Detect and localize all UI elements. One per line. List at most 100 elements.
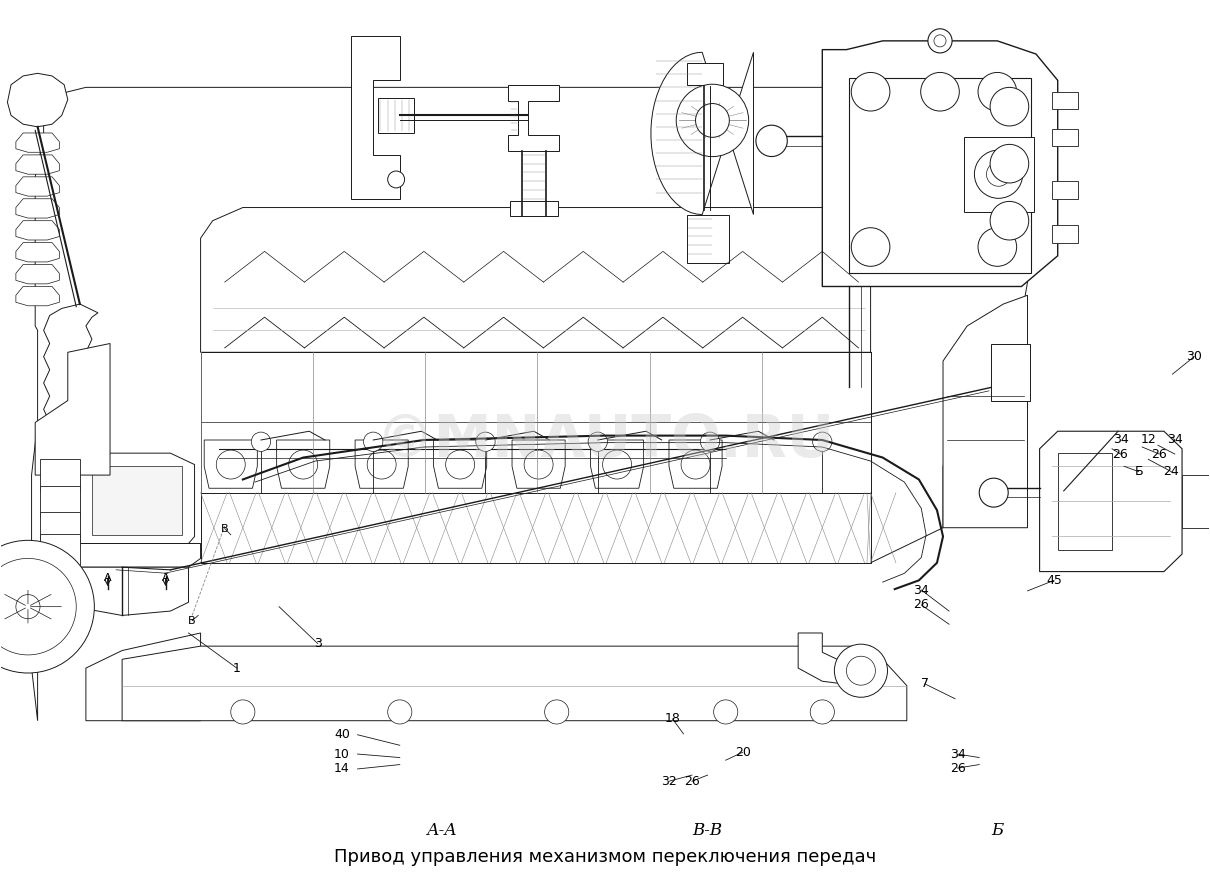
Circle shape [990, 144, 1028, 183]
Text: 1: 1 [232, 662, 241, 675]
Text: 26: 26 [684, 774, 699, 788]
Circle shape [363, 432, 382, 451]
Polygon shape [16, 221, 59, 240]
Text: 12: 12 [1140, 433, 1156, 445]
Circle shape [974, 150, 1022, 198]
Circle shape [813, 432, 832, 451]
Text: 20: 20 [734, 745, 750, 759]
Circle shape [0, 559, 76, 655]
Circle shape [387, 171, 404, 188]
Text: A: A [162, 573, 169, 583]
Polygon shape [16, 177, 59, 196]
Circle shape [986, 162, 1010, 187]
Text: 34: 34 [1113, 433, 1129, 445]
Polygon shape [963, 137, 1033, 212]
Circle shape [990, 87, 1028, 126]
Circle shape [603, 450, 632, 479]
FancyBboxPatch shape [509, 201, 558, 216]
Polygon shape [512, 440, 565, 488]
Polygon shape [40, 534, 80, 566]
Text: 10: 10 [334, 747, 350, 760]
Text: 3: 3 [313, 637, 322, 650]
FancyBboxPatch shape [1058, 453, 1112, 550]
Polygon shape [508, 84, 559, 150]
Circle shape [979, 478, 1008, 507]
Text: Б: Б [1134, 465, 1143, 478]
FancyBboxPatch shape [1051, 225, 1078, 243]
Polygon shape [16, 265, 59, 284]
Text: 30: 30 [1186, 350, 1202, 363]
Circle shape [990, 202, 1028, 240]
Text: 40: 40 [334, 729, 350, 741]
Polygon shape [823, 40, 1058, 287]
Circle shape [252, 432, 271, 451]
Polygon shape [16, 287, 59, 305]
Circle shape [978, 72, 1016, 111]
FancyBboxPatch shape [1051, 92, 1078, 109]
Circle shape [852, 72, 889, 111]
Circle shape [714, 700, 738, 724]
Polygon shape [92, 466, 183, 535]
Circle shape [847, 656, 875, 686]
Polygon shape [1039, 431, 1182, 572]
Polygon shape [35, 343, 110, 475]
Circle shape [217, 450, 246, 479]
Circle shape [681, 450, 710, 479]
Circle shape [476, 432, 495, 451]
FancyBboxPatch shape [1051, 128, 1078, 146]
Polygon shape [433, 440, 486, 488]
Polygon shape [86, 633, 201, 721]
Text: 26: 26 [1151, 448, 1166, 460]
Text: Привод управления механизмом переключения передач: Привод управления механизмом переключени… [334, 847, 876, 866]
Text: 26: 26 [950, 761, 966, 774]
Polygon shape [204, 440, 258, 488]
Polygon shape [74, 544, 201, 568]
Polygon shape [74, 568, 189, 615]
FancyBboxPatch shape [378, 98, 414, 133]
Text: 24: 24 [1163, 465, 1179, 478]
FancyBboxPatch shape [1182, 475, 1210, 528]
Text: ©MNAUTO.RU: ©MNAUTO.RU [375, 412, 835, 468]
Text: 34: 34 [1166, 433, 1182, 445]
Text: A: A [104, 573, 111, 583]
Polygon shape [849, 77, 1031, 274]
Polygon shape [122, 646, 906, 721]
Text: 14: 14 [334, 762, 350, 775]
Text: 18: 18 [664, 713, 680, 725]
Circle shape [387, 700, 411, 724]
Text: B: B [221, 524, 229, 533]
Polygon shape [799, 633, 870, 687]
Circle shape [696, 104, 730, 137]
Polygon shape [16, 243, 59, 262]
Text: 7: 7 [921, 678, 929, 691]
FancyBboxPatch shape [687, 215, 730, 263]
Polygon shape [44, 304, 98, 471]
Circle shape [928, 29, 952, 53]
Text: Б: Б [991, 822, 1003, 839]
Circle shape [524, 450, 553, 479]
Circle shape [544, 700, 569, 724]
Text: 34: 34 [914, 583, 929, 597]
Polygon shape [80, 453, 195, 544]
Polygon shape [40, 486, 80, 517]
Circle shape [445, 450, 474, 479]
Text: 26: 26 [914, 598, 929, 612]
Polygon shape [355, 440, 408, 488]
Circle shape [701, 432, 720, 451]
Circle shape [756, 125, 788, 157]
Polygon shape [201, 493, 870, 563]
Polygon shape [201, 208, 870, 352]
Circle shape [367, 450, 396, 479]
Text: А-А: А-А [427, 822, 457, 839]
Text: 32: 32 [661, 774, 676, 788]
Circle shape [852, 228, 889, 267]
Polygon shape [277, 440, 330, 488]
Polygon shape [7, 73, 68, 127]
Polygon shape [943, 296, 1027, 528]
Circle shape [676, 84, 749, 157]
Circle shape [588, 432, 607, 451]
FancyBboxPatch shape [687, 62, 724, 84]
Circle shape [934, 35, 946, 47]
Text: В-В: В-В [692, 822, 722, 839]
Circle shape [835, 644, 887, 697]
